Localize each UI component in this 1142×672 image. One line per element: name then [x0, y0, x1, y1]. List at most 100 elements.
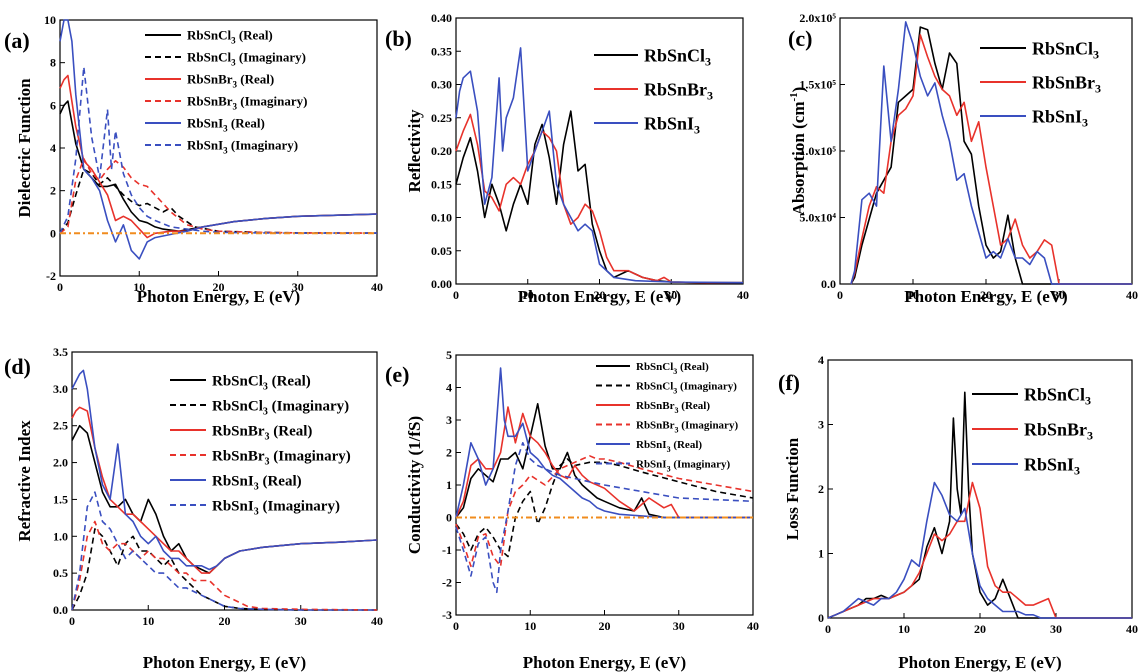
panel-f: 0 10 20 30 40 0 1 2 3 4 Photon Energy, E (eV) Loss … [778, 353, 1138, 672]
series-line-1 [850, 26, 1132, 285]
y-tick-label: 10 [44, 13, 56, 27]
legend-entry: RbSnBr3 [644, 79, 713, 102]
x-tick-label: 10 [907, 288, 919, 302]
y-tick-label: -2 [442, 576, 452, 590]
y-tick-label: 2 [446, 446, 452, 460]
x-axis-title: Photon Energy, E (eV) [904, 287, 1067, 306]
y-tick-label: 0.35 [431, 44, 452, 58]
series-line-6 [59, 66, 377, 234]
legend-entry: RbSnCl3 [1032, 38, 1099, 61]
x-tick-label: 30 [1053, 288, 1065, 302]
y-tick-label: 3.5 [53, 345, 68, 359]
y-tick-label: -3 [442, 608, 452, 622]
series-line-2 [850, 34, 1132, 285]
y-axis-title: Absorption (cm-1) [788, 87, 808, 216]
legend-entry: RbSnCl3 (Real) [212, 373, 311, 392]
legend-entry: RbSnI3 (Real) [212, 473, 302, 492]
y-tick-label: 0.10 [431, 211, 452, 225]
x-tick-label: 10 [898, 622, 910, 636]
series-line-4 [59, 157, 378, 234]
y-tick-label: 6 [50, 98, 56, 112]
legend-entry: RbSnBr3 (Real) [636, 400, 710, 415]
panel-label: (a) [4, 28, 30, 53]
y-tick-label: 2.0x10⁵ [799, 11, 836, 25]
legend-entry: RbSnI3 [1032, 106, 1088, 129]
series-line-2 [455, 458, 754, 558]
y-tick-label: 8 [50, 56, 56, 70]
legend-entry: RbSnBr3 [1024, 419, 1093, 442]
legend-entry: RbSnBr3 (Imaginary) [212, 448, 351, 467]
legend-entry: RbSnCl3 (Real) [636, 361, 709, 376]
x-tick-label: 20 [594, 288, 606, 302]
x-tick-label: 20 [980, 288, 992, 302]
x-tick-label: 0 [453, 288, 459, 302]
series-line-3 [827, 481, 1132, 619]
y-tick-label: 1.0x10⁵ [799, 144, 836, 158]
legend-entry: RbSnI3 (Real) [636, 439, 702, 454]
y-axis-title: Dielectric Function [15, 78, 34, 218]
y-tick-label: 0 [446, 511, 452, 525]
series-line-1 [455, 110, 743, 284]
legend-entry: RbSnBr3 (Real) [212, 423, 312, 442]
x-tick-label: 10 [524, 619, 536, 633]
series-line-2 [827, 481, 1132, 619]
y-tick-label: 0 [50, 226, 56, 240]
x-tick-label: 0 [837, 288, 843, 302]
legend-entry: RbSnI3 [1024, 454, 1080, 477]
y-tick-label: 2 [818, 482, 824, 496]
x-tick-label: 20 [219, 614, 231, 628]
x-tick-label: 10 [522, 288, 534, 302]
series-line-2 [71, 528, 377, 611]
legend-entry: RbSnBr3 (Imaginary) [636, 419, 738, 434]
y-tick-label: 0.15 [431, 177, 452, 191]
legend-entry: RbSnCl3 [1024, 384, 1091, 407]
y-tick-label: 4 [446, 381, 452, 395]
y-tick-label: 0.20 [431, 144, 452, 158]
legend-entry: RbSnCl3 [644, 45, 711, 68]
x-tick-label: 20 [213, 280, 225, 294]
series-line-3 [455, 47, 744, 284]
y-axis-title: Loss Function [783, 437, 802, 540]
x-tick-label: 10 [133, 280, 145, 294]
series-line-6 [71, 491, 377, 611]
panel-e: 0 10 20 30 40 -3 -2 -1 0 1 2 3 4 5 Photon Energy, E (e… [385, 348, 759, 672]
y-tick-label: 2.0 [53, 456, 68, 470]
x-axis-title: Photon Energy, E (eV) [137, 287, 300, 306]
x-axis-title: Photon Energy, E (eV) [518, 287, 681, 306]
x-tick-label: 40 [1126, 622, 1138, 636]
legend-entry: RbSnI3 (Imaginary) [187, 138, 298, 156]
y-tick-label: 0.0 [821, 277, 836, 291]
series-line-5 [455, 367, 753, 519]
legend-entry: RbSnI3 (Real) [187, 116, 265, 134]
y-tick-label: -2 [46, 269, 56, 283]
y-tick-label: 3 [818, 418, 824, 432]
panel-label: (f) [778, 370, 800, 395]
panel-c: 0 10 20 30 40 0.0 5.0x10⁴ 1.0x10⁵ 1.5x10⁵ 2.0x10⁵… [788, 11, 1138, 306]
legend-entry: RbSnBr3 (Imaginary) [187, 94, 307, 112]
series-line-5 [71, 369, 378, 571]
y-tick-label: 0.0 [53, 603, 68, 617]
series-line-6 [455, 441, 754, 594]
series-line-1 [455, 402, 753, 519]
legend-entry: RbSnBr3 [1032, 72, 1101, 95]
panel-b: 0 10 20 30 40 0.00 0.05 0.10 0.15 0.20 0.25 0.30 0.3… [385, 11, 749, 306]
y-tick-label: 1.5 [53, 492, 68, 506]
series-line-5 [59, 19, 378, 260]
y-tick-label: 1.0 [53, 529, 68, 543]
panel-label: (c) [788, 26, 812, 51]
x-tick-label: 40 [371, 614, 383, 628]
panel-d: 0 10 20 30 40 0.0 0.5 1.0 1.5 2.0 2.5 3.0 3.5 Photon … [4, 345, 383, 672]
legend-entry: RbSnCl3 (Imaginary) [187, 50, 306, 68]
y-tick-label: 5 [446, 348, 452, 362]
legend-entry: RbSnCl3 (Imaginary) [636, 380, 737, 395]
x-tick-label: 0 [453, 619, 459, 633]
series-line-4 [455, 454, 754, 568]
x-tick-label: 0 [825, 622, 831, 636]
x-tick-label: 10 [142, 614, 154, 628]
y-tick-label: 2 [50, 184, 56, 198]
x-tick-label: 40 [747, 619, 759, 633]
y-tick-label: 0.05 [431, 244, 452, 258]
y-tick-label: 0.40 [431, 11, 452, 25]
y-tick-label: 0 [818, 611, 824, 625]
